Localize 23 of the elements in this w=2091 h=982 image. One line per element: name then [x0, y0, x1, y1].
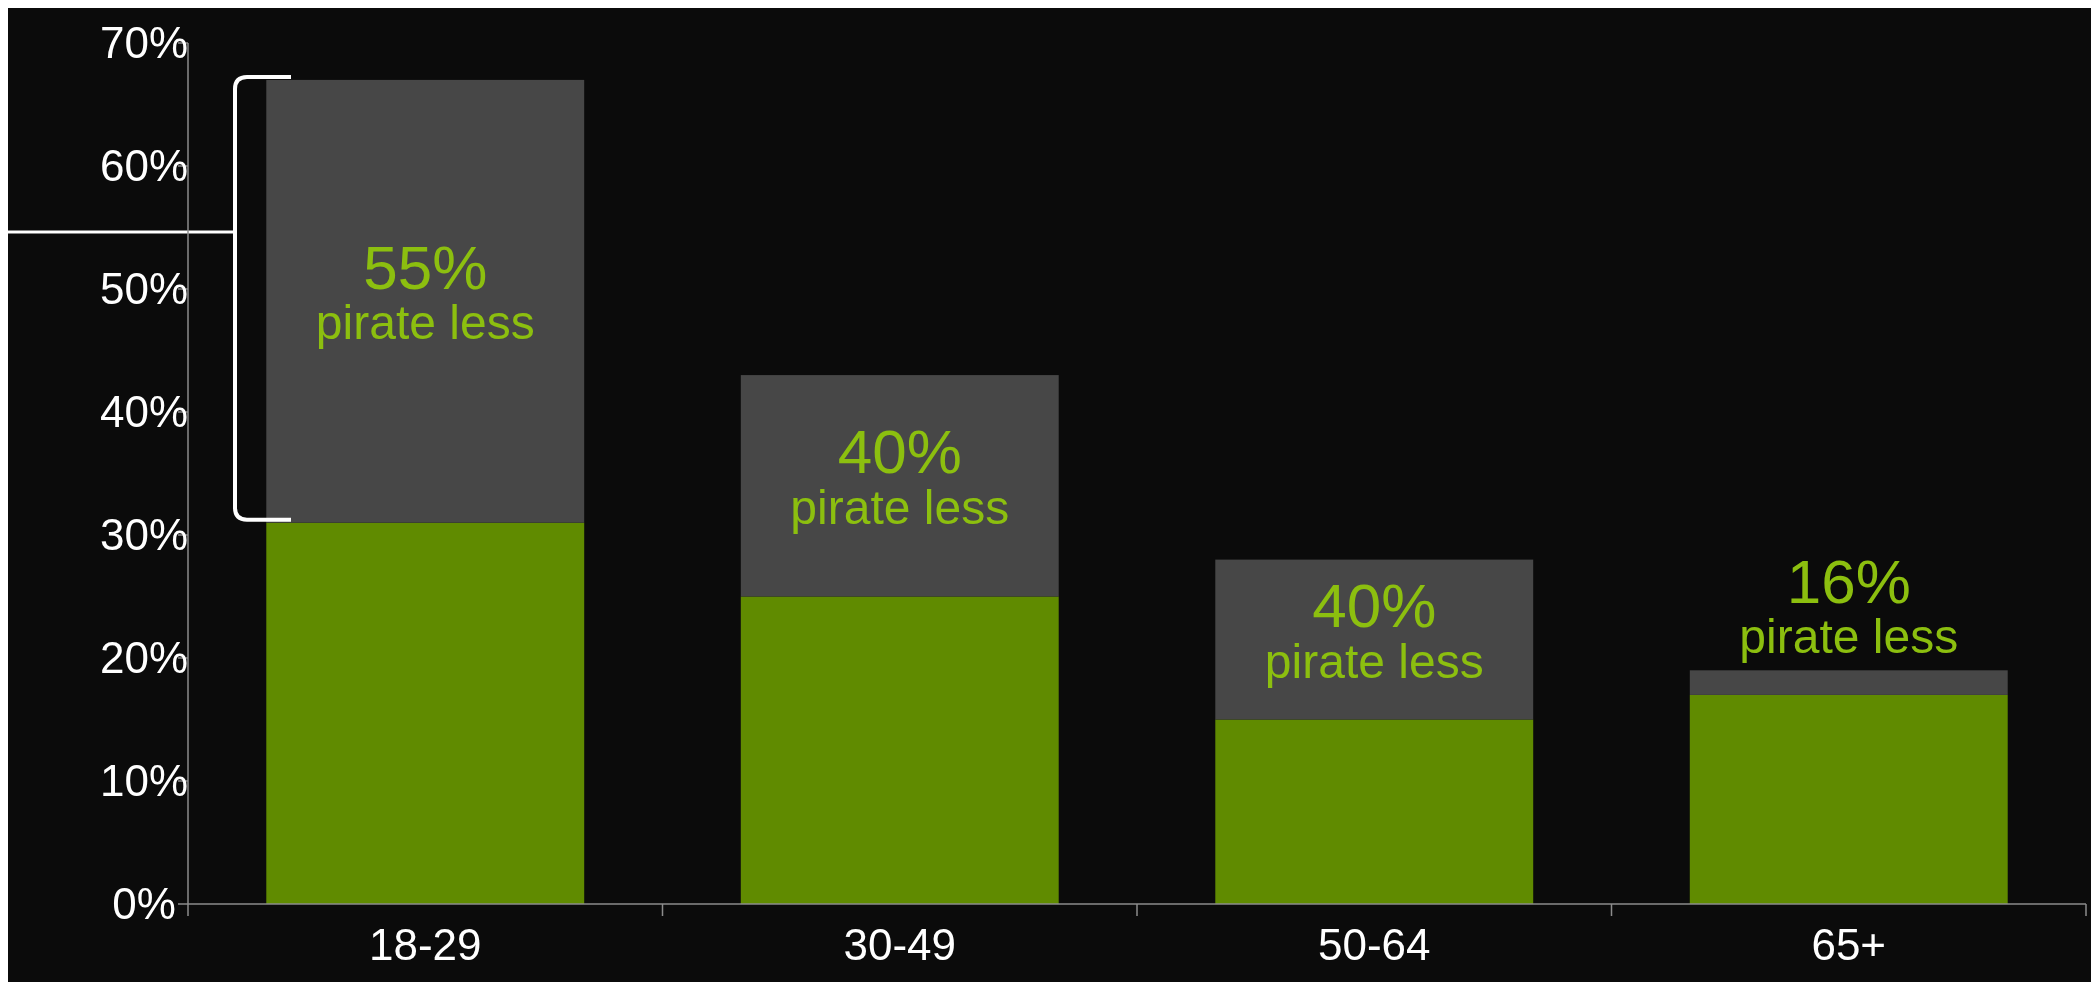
annotation: 40% pirate less: [1264, 571, 1484, 688]
bar: [740, 375, 1059, 597]
annotation: 55% pirate less: [315, 232, 535, 350]
y-tick-label: 20%: [99, 633, 189, 683]
x-tick-label: 65+: [1811, 920, 1887, 969]
bar: [1215, 559, 1534, 720]
y-tick-label: 70%: [99, 18, 189, 68]
bar: [1689, 694, 2008, 904]
bar: [1215, 719, 1534, 904]
x-tick-label: 50-64: [1317, 920, 1431, 969]
y-tick-label: 10%: [99, 756, 189, 806]
y-tick-label: 0%: [112, 879, 176, 929]
annotation: 40% pirate less: [790, 417, 1010, 534]
bar: [1689, 670, 2008, 695]
x-tick-label: 18-29: [368, 920, 482, 969]
y-tick-label: 50%: [99, 264, 189, 314]
x-tick-label: 30-49: [843, 920, 957, 969]
bar: [740, 596, 1059, 904]
y-tick-label: 40%: [99, 387, 189, 437]
y-tick-label: 60%: [99, 141, 189, 191]
y-tick-label: 30%: [99, 510, 189, 560]
bar: [266, 522, 585, 904]
annotation: 16% pirate less: [1739, 546, 1959, 663]
